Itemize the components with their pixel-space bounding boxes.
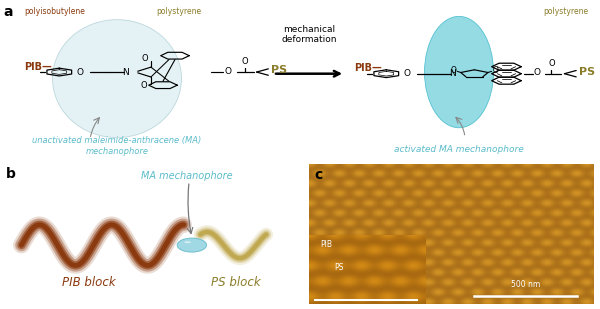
Text: mechanical
deformation: mechanical deformation <box>281 25 337 44</box>
Text: N: N <box>122 68 128 77</box>
Text: O: O <box>242 57 248 66</box>
Text: 500 nm: 500 nm <box>511 280 540 289</box>
Text: O: O <box>142 54 148 63</box>
Text: PS: PS <box>335 263 344 272</box>
Text: PIB: PIB <box>320 240 332 249</box>
Text: O: O <box>451 66 457 75</box>
Text: O: O <box>224 67 231 76</box>
Text: O: O <box>492 66 498 75</box>
Ellipse shape <box>184 241 191 243</box>
Text: b: b <box>6 167 16 181</box>
Text: polyisobutylene: polyisobutylene <box>24 6 85 15</box>
Text: a: a <box>3 5 13 19</box>
Text: activated MA mechanophore: activated MA mechanophore <box>394 145 524 154</box>
Text: O: O <box>77 68 83 77</box>
Text: PS: PS <box>579 67 595 77</box>
Text: unactivated maleimide-anthracene (MA)
mechanophore: unactivated maleimide-anthracene (MA) me… <box>32 136 202 156</box>
Text: MA mechanophore: MA mechanophore <box>141 171 232 181</box>
Text: PS block: PS block <box>211 276 260 289</box>
Text: O: O <box>533 68 541 77</box>
Text: PIB—: PIB— <box>24 61 52 72</box>
Text: c: c <box>314 168 323 182</box>
Text: N: N <box>449 69 455 78</box>
Text: polystyrene: polystyrene <box>156 6 201 15</box>
Ellipse shape <box>53 20 182 138</box>
Text: polystyrene: polystyrene <box>543 6 588 15</box>
Circle shape <box>177 238 206 252</box>
Text: O: O <box>548 59 554 68</box>
Text: PIB block: PIB block <box>62 276 116 289</box>
Ellipse shape <box>425 16 493 128</box>
Text: PS: PS <box>271 66 287 75</box>
Text: O: O <box>140 82 147 91</box>
Text: O: O <box>404 69 410 78</box>
Text: PIB—: PIB— <box>354 63 382 73</box>
